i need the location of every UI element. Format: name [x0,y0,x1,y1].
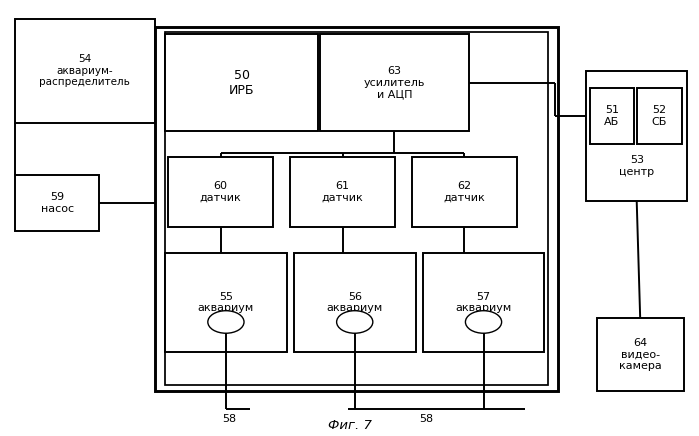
Bar [412,157,517,227]
Text: 56
аквариум: 56 аквариум [326,292,383,313]
Text: 62
датчик: 62 датчик [443,181,485,203]
Bar [294,252,416,352]
Bar [165,32,548,385]
Text: 53
центр: 53 центр [619,155,654,177]
Bar [637,88,682,144]
Text: 50
ИРБ: 50 ИРБ [229,68,254,97]
Bar [165,252,287,352]
Text: 52
СБ: 52 СБ [651,106,667,127]
Text: 64
видео-
камера: 64 видео- камера [619,338,661,371]
Text: 63
усилитель
и АЦП: 63 усилитель и АЦП [363,66,425,99]
Bar [290,157,395,227]
Text: 55
аквариум: 55 аквариум [198,292,254,313]
Bar [586,71,687,201]
Bar [15,19,154,123]
Text: 61
датчик: 61 датчик [322,181,363,203]
Bar [319,34,469,131]
Text: 60
датчик: 60 датчик [200,181,242,203]
Text: Фиг. 7: Фиг. 7 [328,419,371,433]
Ellipse shape [466,311,502,333]
Bar [165,34,318,131]
Bar [15,175,99,231]
Ellipse shape [208,311,244,333]
Bar [168,157,273,227]
Text: 58: 58 [222,415,236,425]
Bar [597,318,684,391]
Bar [590,88,634,144]
Text: 59
насос: 59 насос [41,192,73,214]
Text: 58: 58 [419,415,433,425]
Text: 54
аквариум-
распределитель: 54 аквариум- распределитель [40,54,131,87]
Ellipse shape [337,311,373,333]
Bar [423,252,545,352]
Text: 51
АБ: 51 АБ [605,106,619,127]
Text: 57
аквариум: 57 аквариум [455,292,512,313]
Bar [154,27,559,391]
